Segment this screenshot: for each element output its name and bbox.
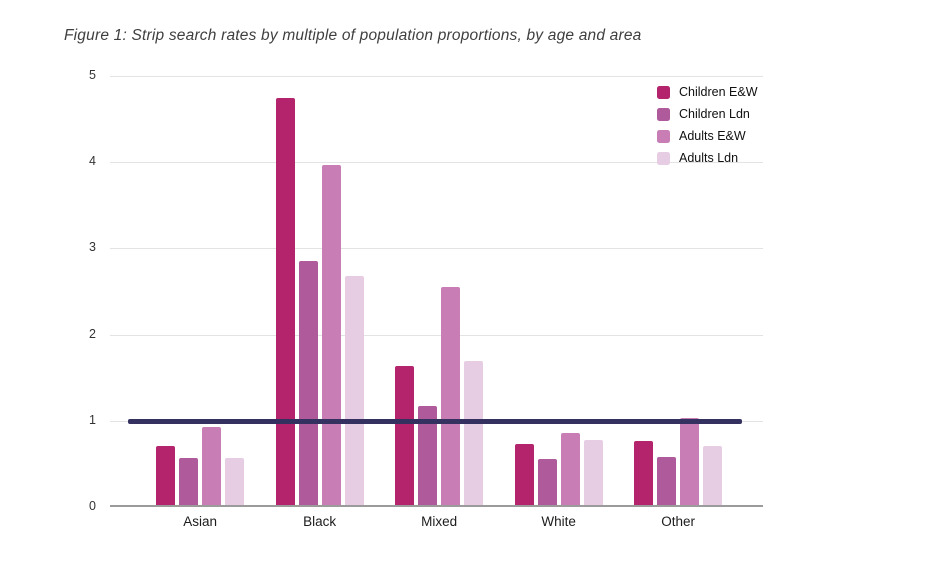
legend-swatch (657, 85, 670, 99)
y-tick-label: 1 (89, 412, 96, 427)
x-axis-label-asian: Asian (183, 514, 217, 529)
legend-item-adults-e-w: Adults E&W (657, 125, 758, 147)
legend-item-children-e-w: Children E&W (657, 81, 758, 103)
bar-group-white (514, 74, 603, 505)
y-tick-label: 0 (89, 499, 96, 513)
legend-swatch (657, 107, 670, 121)
bar-adults-e-w-black (321, 164, 341, 505)
bar-children-ldn-white (537, 459, 557, 505)
bar-adults-e-w-asian (202, 426, 222, 505)
y-tick-label: 3 (89, 240, 96, 255)
bar-adults-e-w-mixed (441, 286, 461, 505)
y-tick-label: 4 (89, 154, 96, 169)
bar-adults-ldn-mixed (464, 361, 484, 505)
bar-children-ldn-black (298, 261, 318, 505)
x-axis-label-mixed: Mixed (421, 514, 458, 529)
bar-adults-ldn-white (583, 439, 603, 505)
bar-adults-ldn-black (344, 275, 364, 505)
bar-children-e-w-asian (156, 445, 176, 505)
y-tick-label: 5 (89, 68, 96, 82)
x-axis-label-black: Black (303, 514, 337, 529)
bar-adults-ldn-other (703, 446, 723, 505)
gridline-4 (110, 162, 763, 164)
legend-label: Children Ldn (679, 107, 750, 121)
bar-adults-ldn-asian (225, 457, 245, 505)
bar-group-mixed (395, 74, 484, 505)
bar-adults-e-w-white (560, 433, 580, 505)
bar-children-e-w-white (514, 443, 534, 505)
bar-children-e-w-black (275, 98, 295, 505)
legend-label: Adults Ldn (679, 151, 739, 165)
legend-label: Children E&W (679, 85, 758, 99)
bar-group-black (275, 74, 364, 505)
x-axis-label-other: Other (661, 514, 695, 529)
legend: Children E&W Children Ldn Adults E&W Adults… (657, 81, 758, 169)
bar-children-ldn-mixed (418, 405, 438, 505)
bar-group-asian (156, 74, 245, 505)
gridline-5 (110, 76, 763, 77)
bar-children-e-w-other (634, 441, 654, 505)
bar-adults-e-w-other (680, 417, 700, 505)
legend-item-children-ldn: Children Ldn (657, 103, 758, 125)
reference-line (128, 418, 743, 424)
legend-swatch (657, 129, 670, 143)
legend-swatch (657, 151, 670, 165)
bar-group-other (634, 74, 723, 505)
plot-area (110, 76, 763, 507)
bar-children-e-w-mixed (395, 366, 415, 505)
legend-item-adults-ldn: Adults Ldn (657, 147, 758, 169)
x-axis-line (110, 505, 763, 507)
x-axis-label-white: White (541, 514, 576, 529)
gridline-2 (110, 334, 763, 336)
figure-title: Figure 1: Strip search rates by multiple… (64, 27, 642, 44)
bar-children-ldn-asian (179, 458, 199, 505)
bar-children-ldn-other (657, 456, 677, 505)
gridline-3 (110, 248, 763, 250)
legend-label: Adults E&W (679, 129, 746, 143)
y-tick-label: 2 (89, 326, 96, 341)
